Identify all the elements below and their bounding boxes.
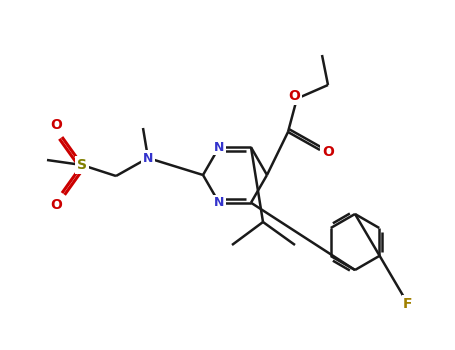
Text: N: N (143, 152, 153, 164)
Text: O: O (50, 198, 62, 212)
Text: O: O (322, 145, 334, 159)
Text: N: N (214, 141, 224, 154)
Text: S: S (77, 158, 87, 172)
Text: O: O (288, 89, 300, 103)
Text: O: O (50, 118, 62, 132)
Text: F: F (403, 297, 413, 311)
Text: N: N (214, 196, 224, 209)
